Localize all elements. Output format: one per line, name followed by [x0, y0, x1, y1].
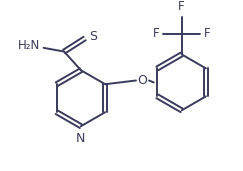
Text: O: O	[138, 74, 148, 87]
Text: F: F	[204, 27, 211, 40]
Text: H₂N: H₂N	[17, 40, 40, 52]
Text: F: F	[178, 0, 185, 13]
Text: S: S	[89, 30, 97, 43]
Text: N: N	[76, 132, 86, 145]
Text: F: F	[153, 27, 159, 40]
